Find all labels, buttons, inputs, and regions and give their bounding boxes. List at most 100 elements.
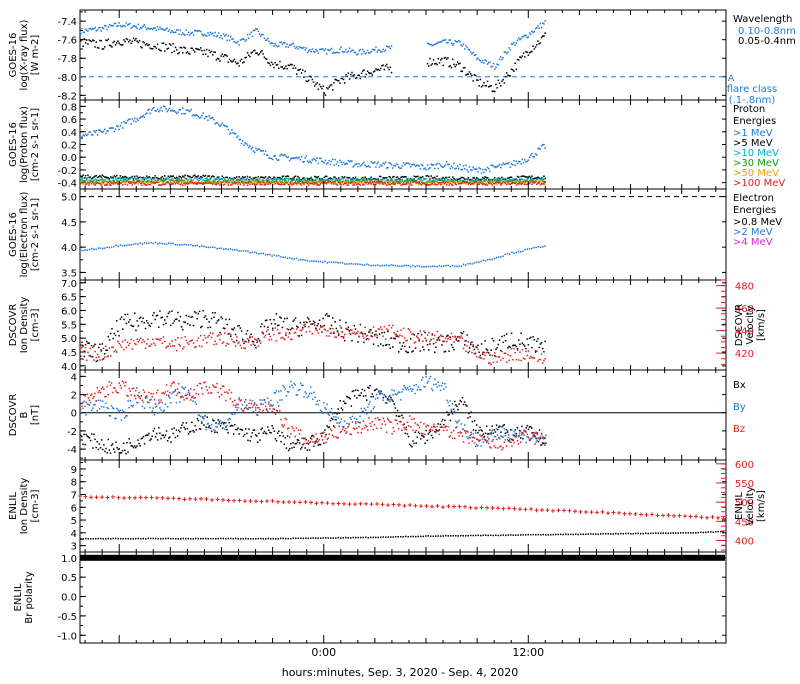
data-point bbox=[457, 340, 459, 342]
data-point bbox=[240, 184, 242, 186]
data-point bbox=[104, 451, 106, 453]
data-point bbox=[419, 265, 421, 267]
data-point bbox=[188, 343, 190, 345]
data-point bbox=[326, 404, 328, 406]
data-point bbox=[320, 444, 322, 446]
data-point bbox=[364, 76, 366, 78]
data-point bbox=[304, 259, 306, 261]
data-point bbox=[119, 411, 121, 413]
data-point bbox=[166, 111, 168, 113]
data-point bbox=[330, 328, 332, 330]
data-point bbox=[524, 358, 526, 360]
data-point bbox=[146, 43, 148, 45]
data-point bbox=[362, 177, 364, 179]
data-point bbox=[133, 38, 135, 40]
data-point bbox=[506, 333, 508, 335]
data-point bbox=[106, 247, 108, 249]
data-point bbox=[267, 254, 269, 256]
data-point bbox=[273, 45, 275, 47]
data-point bbox=[273, 181, 275, 183]
data-point bbox=[364, 327, 366, 329]
data-point bbox=[317, 400, 319, 402]
data-point bbox=[432, 265, 434, 267]
data-point bbox=[126, 415, 128, 417]
data-point bbox=[139, 242, 141, 244]
data-point bbox=[530, 426, 532, 428]
data-point bbox=[91, 183, 93, 185]
data-point bbox=[232, 60, 234, 62]
data-point bbox=[287, 258, 289, 260]
data-point bbox=[169, 108, 171, 110]
data-point bbox=[180, 316, 182, 318]
data-point bbox=[400, 329, 402, 331]
data-point bbox=[146, 343, 148, 345]
data-point bbox=[385, 161, 387, 163]
data-point bbox=[150, 326, 152, 328]
data-point bbox=[197, 412, 199, 414]
data-point bbox=[133, 447, 135, 449]
data-point bbox=[144, 242, 146, 244]
data-point bbox=[165, 44, 167, 46]
data-point bbox=[394, 183, 396, 185]
data-point bbox=[234, 249, 236, 251]
flare-class-annotation: flare class bbox=[727, 84, 777, 95]
data-point bbox=[123, 181, 125, 183]
data-point bbox=[220, 124, 222, 126]
data-point bbox=[306, 155, 308, 157]
data-point bbox=[538, 182, 540, 184]
data-point bbox=[376, 335, 378, 337]
data-point bbox=[344, 263, 346, 265]
data-point bbox=[500, 56, 502, 58]
data-point bbox=[99, 359, 101, 361]
data-point bbox=[202, 35, 204, 37]
data-point bbox=[288, 46, 290, 48]
data-point bbox=[210, 32, 212, 33]
data-point bbox=[138, 443, 140, 445]
data-point bbox=[432, 334, 434, 336]
data-point bbox=[164, 50, 166, 52]
data-point bbox=[273, 428, 275, 430]
data-point bbox=[88, 184, 90, 186]
data-point bbox=[154, 414, 156, 416]
data-point bbox=[342, 331, 344, 333]
data-point bbox=[332, 317, 334, 319]
data-point bbox=[276, 390, 278, 392]
data-point bbox=[118, 343, 120, 345]
data-point bbox=[124, 245, 126, 247]
data-point bbox=[292, 321, 294, 323]
data-point bbox=[440, 59, 442, 61]
data-point bbox=[485, 433, 487, 435]
data-point bbox=[486, 60, 488, 62]
data-point bbox=[117, 126, 119, 128]
data-point bbox=[205, 183, 207, 185]
data-point bbox=[159, 432, 161, 434]
data-point bbox=[303, 47, 305, 49]
data-point bbox=[187, 394, 189, 396]
data-point bbox=[397, 265, 399, 267]
data-point bbox=[439, 265, 441, 267]
data-point bbox=[170, 402, 172, 404]
data-point bbox=[126, 323, 128, 325]
data-point bbox=[417, 265, 419, 267]
data-point bbox=[468, 341, 470, 343]
data-point bbox=[82, 250, 84, 252]
data-point bbox=[309, 393, 311, 395]
data-point bbox=[189, 34, 191, 36]
data-point bbox=[412, 350, 414, 352]
data-point bbox=[487, 81, 489, 83]
data-point bbox=[289, 160, 291, 162]
data-point bbox=[299, 389, 301, 391]
data-point bbox=[219, 37, 221, 39]
data-point bbox=[301, 335, 303, 337]
data-point bbox=[208, 423, 210, 425]
data-point bbox=[114, 131, 116, 133]
data-point bbox=[362, 49, 364, 51]
data-point bbox=[258, 31, 260, 33]
data-point bbox=[364, 176, 366, 178]
data-point bbox=[345, 183, 347, 185]
data-point bbox=[120, 179, 122, 181]
data-point bbox=[308, 318, 310, 320]
data-point bbox=[523, 162, 525, 164]
data-point bbox=[200, 335, 202, 337]
data-point bbox=[324, 162, 326, 164]
